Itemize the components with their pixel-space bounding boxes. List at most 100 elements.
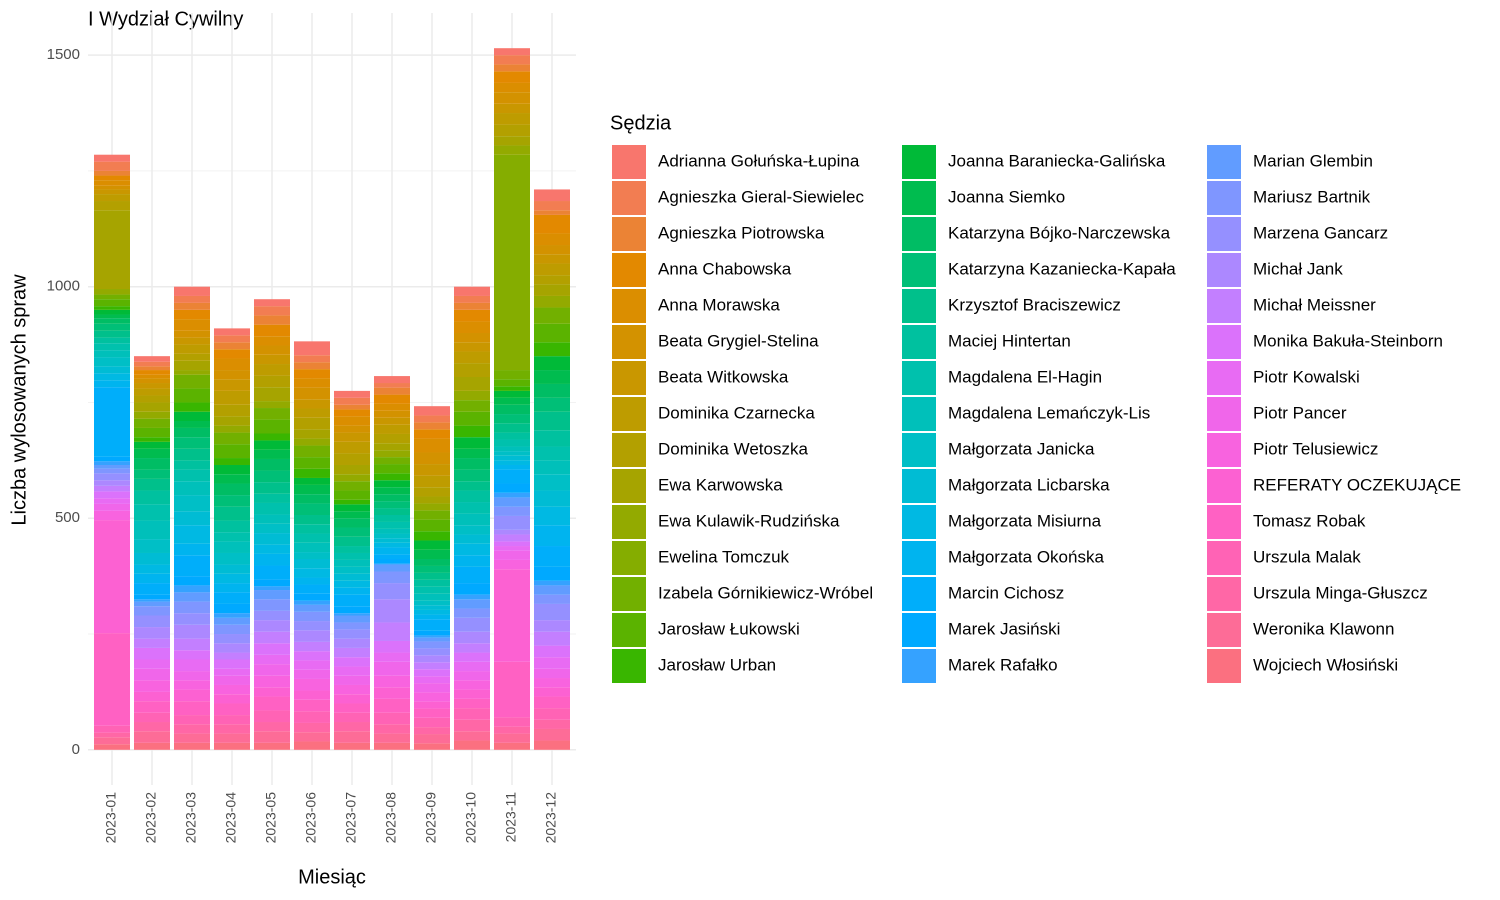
bar-segment [494,71,530,83]
bar-segment [254,514,290,524]
bar-segment [134,606,170,616]
bar-segment [214,733,250,743]
bar-segment [494,423,530,433]
bar-segment [334,425,370,433]
bar-segment [374,547,410,555]
bar-segment [174,309,210,320]
bar-segment [134,374,170,379]
bar-segment [334,722,370,732]
bar-segment [174,671,210,681]
bar-segment [254,742,290,750]
bar-segment [374,661,410,676]
bar-segment [134,615,170,628]
x-tick-label: 2023-10 [463,792,479,844]
bar-segment [174,344,210,354]
x-axis-title: Miesiąc [298,866,366,888]
bar-segment [534,594,570,604]
bar-segment [374,521,410,529]
bar-segment [494,515,530,530]
bar-segment [334,404,370,410]
legend-key [612,181,646,215]
bar-segment [94,732,130,738]
bar-segment [174,659,210,672]
bar-segment [374,410,410,418]
bar-segment [334,657,370,667]
bar-segment [134,504,170,521]
bar-segment [534,214,570,234]
bar-segment [414,475,450,488]
legend-label: Dominika Wetoszka [658,439,808,458]
bar-segment [214,617,250,625]
bar-segment [174,624,210,639]
legend-key [902,469,936,503]
bar-segment [214,613,250,618]
bar-segment [534,460,570,475]
bar-segment [94,464,130,469]
bar-segment [294,524,330,534]
bar-segment [454,608,490,618]
legend-label: Magdalena Lemańczyk-Lis [948,403,1150,422]
bar-segment [254,336,290,346]
bar-segment [454,400,490,412]
bar-segment [134,361,170,367]
bar-segment [454,481,490,491]
legend-key [902,433,936,467]
bar-segment [294,699,330,712]
bar-segment [494,154,530,371]
bar-segment [454,708,490,720]
bar-segment [134,564,170,574]
bar-segment [414,600,450,606]
bar-segment [94,323,130,331]
bar-segment [334,499,370,505]
bar-segment [494,550,530,560]
bar-segment [294,621,330,631]
bar-segment [534,490,570,507]
bar-segment [214,444,250,459]
legend-label: Tomasz Robak [1253,511,1366,530]
bar-segment [134,552,170,565]
bar-segment [414,572,450,580]
bar-segment [454,661,490,672]
bar-segment [494,546,530,551]
bar-segment [414,708,450,718]
bar-segment [134,742,170,750]
bar-segment [414,676,450,684]
bar-segment [374,433,410,444]
bar-segment [334,703,370,713]
legend-key [902,181,936,215]
bar-segment [414,635,450,638]
legend-label: Anna Chabowska [658,259,792,278]
bar-segment [94,189,130,195]
bar-segment [374,559,410,564]
bar-segment [254,687,290,697]
bar-segment [534,201,570,211]
bar-segment [254,579,290,587]
bar-segment [254,458,290,471]
bar-segment [214,458,250,465]
bar-segment [94,491,130,499]
bar-segment [374,599,410,623]
bar-segment [334,742,370,750]
bar-segment [134,659,170,669]
bar-segment [294,542,330,553]
bar-segment [174,680,210,690]
bar-segment [254,345,290,355]
bar-segment [254,470,290,483]
bar-segment [494,742,530,750]
bar-segment [214,659,250,669]
bar-segment [494,464,530,470]
bar-segment [334,675,370,685]
bar-segment [94,306,130,310]
bar-segment [94,503,130,511]
bar-segment [334,694,370,704]
bar-segment [334,731,370,743]
bar-segment [214,358,250,371]
legend-key [1207,181,1241,215]
bar-segment [534,603,570,621]
bar-segment [174,353,210,361]
bar-segment [454,543,490,556]
bar-segment [414,565,450,573]
bar-segment [254,387,290,402]
bar-segment [374,583,410,600]
bar-segment [374,554,410,560]
